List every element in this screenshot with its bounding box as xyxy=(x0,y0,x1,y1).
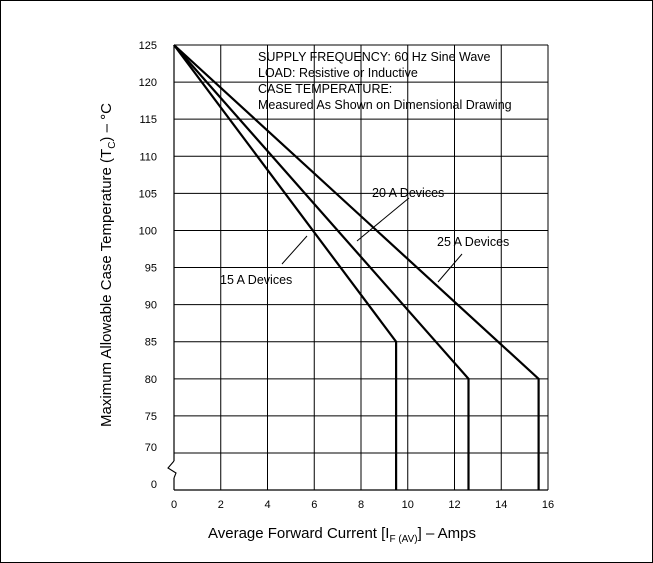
y-axis-title-main: Maximum Allowable Case Temperature (T xyxy=(98,149,115,427)
leader-20a xyxy=(356,197,410,242)
series-line xyxy=(173,44,470,490)
y-tick-label: 85 xyxy=(145,337,157,349)
y-axis-title-tail: ) – °C xyxy=(98,103,115,142)
y-axis-title-subscript: C xyxy=(107,142,118,149)
y-tick-label: 70 xyxy=(145,442,157,454)
y-tick-label: 125 xyxy=(139,40,157,52)
note-line: SUPPLY FREQUENCY: 60 Hz Sine Wave xyxy=(258,50,491,64)
x-tick-label: 6 xyxy=(311,499,317,511)
note-line: LOAD: Resistive or Inductive xyxy=(258,66,418,80)
y-tick-label: 95 xyxy=(145,263,157,275)
y-tick-label: 115 xyxy=(139,114,157,126)
note-line: Measured As Shown on Dimensional Drawing xyxy=(258,98,512,112)
series-group xyxy=(173,44,540,490)
leader-15a xyxy=(281,235,308,265)
series-label-20a: 20 A Devices xyxy=(372,186,444,200)
x-tick-label: 2 xyxy=(218,499,224,511)
x-axis-title: Average Forward Current [IF (AV)] – Amps xyxy=(208,525,476,545)
y-tick-label: 110 xyxy=(139,151,157,163)
y-tick-label: 105 xyxy=(139,188,157,200)
x-tick-label: 10 xyxy=(402,499,414,511)
series-line xyxy=(173,44,398,490)
x-tick-label: 8 xyxy=(358,499,364,511)
y-tick-label: 80 xyxy=(145,374,157,386)
x-axis-title-subscript: F (AV) xyxy=(389,534,417,545)
x-tick-label: 16 xyxy=(542,499,554,511)
y-tick-label: 0 xyxy=(151,479,157,491)
x-tick-label: 0 xyxy=(171,499,177,511)
notes-box: SUPPLY FREQUENCY: 60 Hz Sine Wave LOAD: … xyxy=(258,50,512,112)
x-tick-label: 14 xyxy=(495,499,507,511)
series-label-25a: 25 A Devices xyxy=(437,235,509,249)
x-axis-title-tail: ] – Amps xyxy=(418,525,476,542)
x-axis-title-main: Average Forward Current [I xyxy=(208,525,389,542)
x-tick-label: 12 xyxy=(448,499,460,511)
y-tick-label: 75 xyxy=(145,411,157,423)
leader-25a xyxy=(437,253,463,283)
grid xyxy=(174,45,548,490)
axis-break-mark xyxy=(167,460,177,479)
tick-labels: 0 2 4 6 8 10 12 14 16 0 70 75 80 85 90 95 100 105 110 115 12… xyxy=(139,40,554,511)
y-tick-label: 120 xyxy=(139,77,157,89)
series-label-15a: 15 A Devices xyxy=(220,273,292,287)
series-line xyxy=(173,44,540,490)
y-axis-title: Maximum Allowable Case Temperature (TC) … xyxy=(98,103,118,427)
series-labels: 15 A Devices 20 A Devices 25 A Devices xyxy=(220,186,509,287)
note-line: CASE TEMPERATURE: xyxy=(258,82,392,96)
y-tick-label: 100 xyxy=(139,225,157,237)
axes xyxy=(167,44,549,491)
x-tick-label: 4 xyxy=(264,499,270,511)
y-tick-label: 90 xyxy=(145,300,157,312)
